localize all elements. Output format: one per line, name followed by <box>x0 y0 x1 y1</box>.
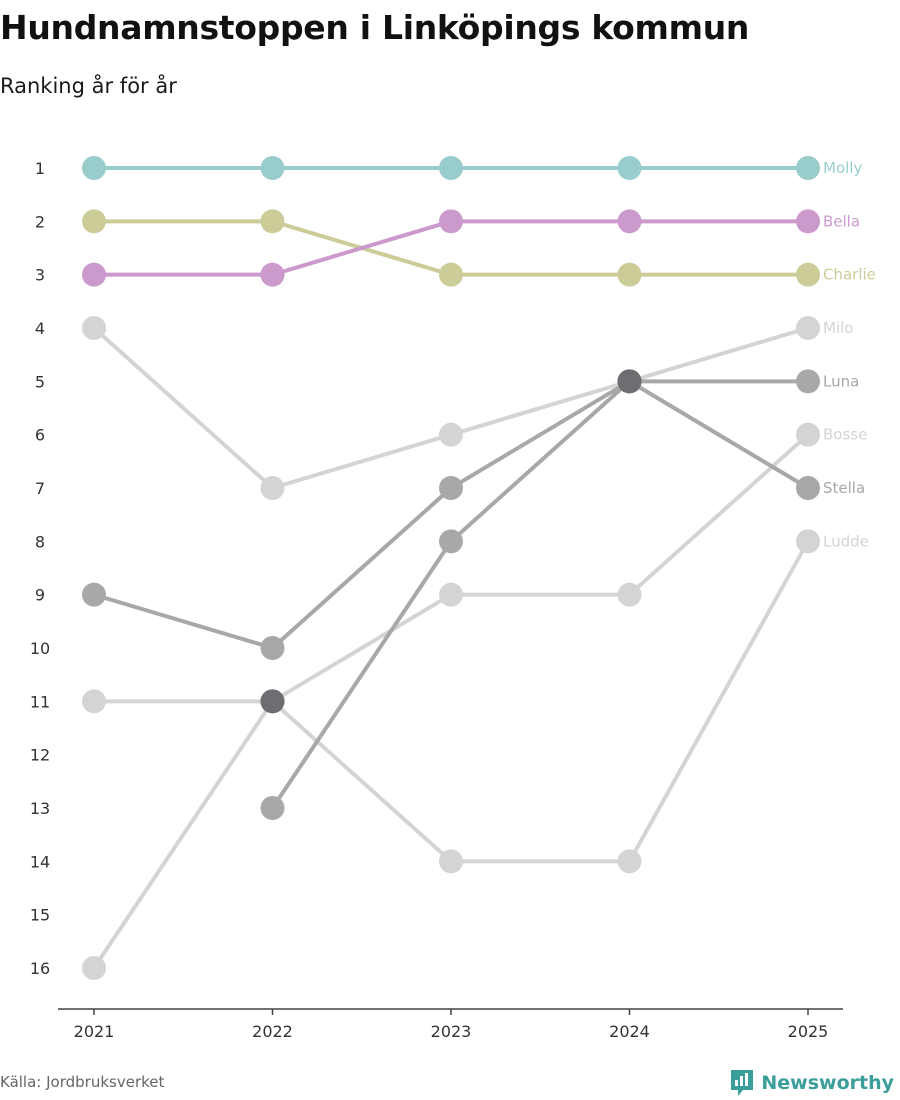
x-tick-label-2024: 2024 <box>609 1022 650 1041</box>
series-label-bosse: Bosse <box>823 426 867 444</box>
point-stella-2025 <box>796 476 820 500</box>
point-charlie-2022 <box>260 209 285 234</box>
y-tick-label-15: 15 <box>30 906 50 925</box>
series-lines <box>92 166 810 970</box>
y-tick-label-9: 9 <box>35 586 45 605</box>
point-bella-2023 <box>439 209 463 234</box>
point-charlie-2024 <box>617 262 642 287</box>
point-stella-2023 <box>439 476 463 500</box>
series-points <box>82 156 820 980</box>
point-charlie-2025 <box>796 262 820 287</box>
brand-name: Newsworthy <box>761 1072 894 1094</box>
point-milo-2023 <box>439 422 463 447</box>
x-tick-label-2023: 2023 <box>431 1022 472 1041</box>
point-ludde-2023 <box>439 849 463 874</box>
x-tick-label-2022: 2022 <box>252 1022 293 1041</box>
y-tick-label-5: 5 <box>35 372 45 391</box>
y-tick-label-4: 4 <box>35 319 45 338</box>
chart-title: Hundnamnstoppen i Linköpings kommun <box>0 8 750 47</box>
y-tick-label-14: 14 <box>30 852 50 871</box>
point-milo-2022 <box>260 476 285 500</box>
y-tick-label-11: 11 <box>30 692 50 711</box>
y-tick-label-6: 6 <box>35 426 45 445</box>
point-bosse-2025 <box>796 422 820 447</box>
series-label-ludde: Ludde <box>823 532 869 550</box>
point-luna-2023 <box>439 529 463 554</box>
point-bosse-2022 <box>260 689 285 714</box>
series-line-luna <box>270 379 810 810</box>
x-tick-label-2021: 2021 <box>74 1022 115 1041</box>
y-tick-label-1: 1 <box>35 159 45 178</box>
chart-subtitle: Ranking år för år <box>0 74 177 98</box>
series-label-stella: Stella <box>823 479 865 497</box>
series-label-bella: Bella <box>823 212 860 230</box>
point-molly-2025 <box>796 156 820 180</box>
point-charlie-2021 <box>82 209 106 234</box>
point-luna-2022 <box>260 796 285 820</box>
x-axis-ticks: 2021 2022 2023 2024 2025 <box>74 1009 829 1041</box>
point-ludde-2021 <box>82 689 106 714</box>
point-bella-2022 <box>260 262 285 287</box>
point-molly-2022 <box>260 156 285 180</box>
series-label-luna: Luna <box>823 372 859 390</box>
point-molly-2021 <box>82 156 106 180</box>
series-label-molly: Molly <box>823 159 862 177</box>
point-stella-2021 <box>82 582 106 607</box>
series-label-charlie: Charlie <box>823 266 876 284</box>
point-bosse-2021 <box>82 956 106 980</box>
y-tick-label-13: 13 <box>30 799 50 818</box>
series-line-milo <box>92 326 810 490</box>
y-tick-label-8: 8 <box>35 532 45 551</box>
point-ludde-2024 <box>617 849 642 874</box>
point-milo-2025 <box>796 316 820 340</box>
point-molly-2023 <box>439 156 463 180</box>
point-bella-2021 <box>82 262 106 287</box>
point-bosse-2023 <box>439 582 463 607</box>
point-bella-2025 <box>796 209 820 234</box>
y-tick-label-10: 10 <box>30 639 50 658</box>
point-charlie-2023 <box>439 262 463 287</box>
point-stella-2022 <box>260 636 285 660</box>
series-labels: Ludde Bosse Milo Stella Luna Charlie Bella Moll… <box>823 159 876 550</box>
series-label-milo: Milo <box>823 319 853 337</box>
point-molly-2024 <box>617 156 642 180</box>
source-note: Källa: Jordbruksverket <box>0 1073 165 1091</box>
y-tick-label-12: 12 <box>30 746 50 765</box>
point-luna-2024 <box>617 369 642 394</box>
point-milo-2021 <box>82 316 106 340</box>
y-tick-label-16: 16 <box>30 959 50 978</box>
newsworthy-logo-icon <box>731 1070 754 1096</box>
y-tick-label-7: 7 <box>35 479 45 498</box>
point-bella-2024 <box>617 209 642 234</box>
point-ludde-2025 <box>796 529 820 554</box>
y-tick-label-3: 3 <box>35 266 45 285</box>
y-tick-label-2: 2 <box>35 212 45 231</box>
x-tick-label-2025: 2025 <box>788 1022 829 1041</box>
point-luna-2025 <box>796 369 820 394</box>
point-bosse-2024 <box>617 582 642 607</box>
brand-logo[interactable]: Newsworthy <box>729 1068 894 1098</box>
